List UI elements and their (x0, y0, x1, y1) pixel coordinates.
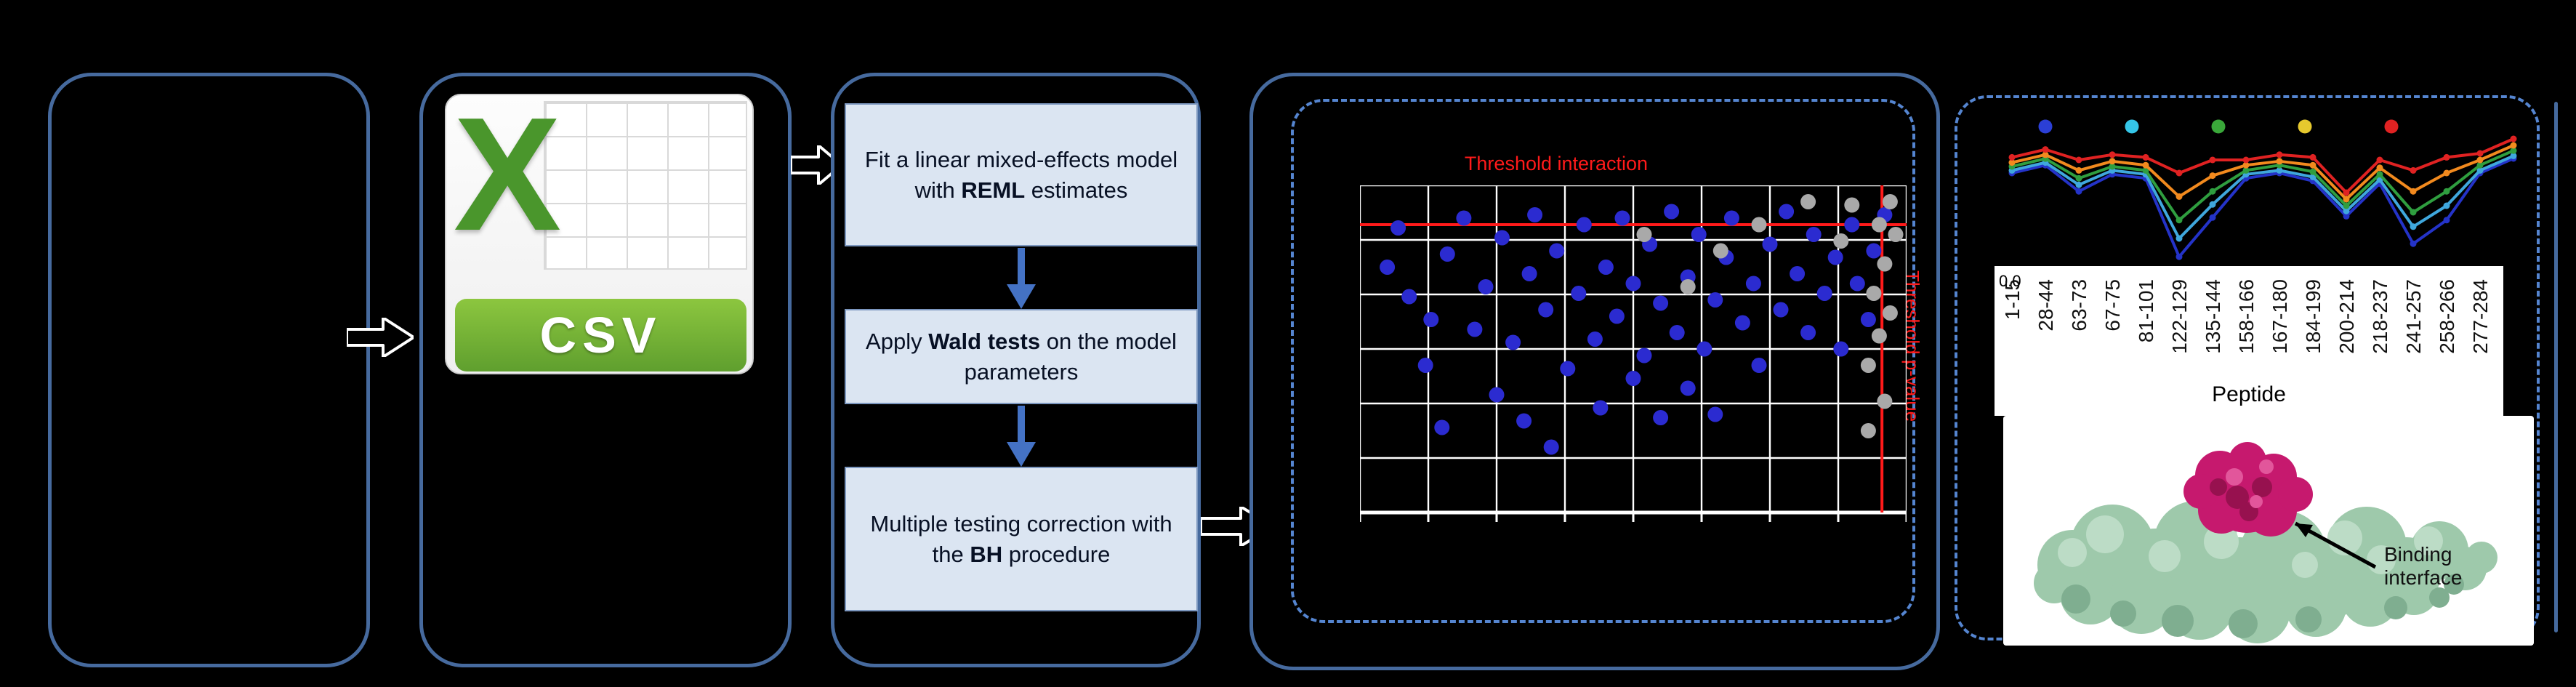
right-block-arrow-2-icon (791, 145, 842, 185)
spreadsheet-grid-icon (544, 101, 747, 270)
peptide-uptake-line-chart: 0.01-15 28-44 63-73 67-75 81-101 122-129 135-1… (1995, 119, 2517, 416)
binding-interface-magenta (2183, 442, 2313, 537)
threshold-interaction-label: Threshold interaction (1464, 153, 1649, 174)
svg-text:122-129: 122-129 (2168, 279, 2191, 354)
svg-text:135-144: 135-144 (2202, 279, 2224, 354)
svg-text:218-237: 218-237 (2369, 279, 2391, 354)
panel-input (48, 73, 370, 667)
volcano-plot-frame (1291, 99, 1915, 623)
svg-text:200-214: 200-214 (2335, 279, 2358, 354)
svg-text:Peptide: Peptide (2212, 382, 2286, 406)
cropped-panel-border (2554, 102, 2558, 632)
flow-step-wald-tests: Apply Wald tests on the model parameters (845, 309, 1198, 404)
csv-file-icon: X CSV (445, 84, 754, 374)
svg-text:258-266: 258-266 (2436, 279, 2458, 354)
panel-statistical-model: Fit a linear mixed-effects model with RE… (831, 73, 1201, 667)
svg-text:63-73: 63-73 (2068, 279, 2090, 332)
svg-text:167-180: 167-180 (2269, 279, 2291, 354)
flow-step-fit-model: Fit a linear mixed-effects model with RE… (845, 103, 1198, 246)
svg-text:81-101: 81-101 (2135, 279, 2157, 342)
svg-text:158-166: 158-166 (2235, 279, 2258, 354)
binding-interface-label-line1: Binding (2384, 543, 2452, 566)
panel-results (1249, 73, 1940, 670)
svg-text:1-15: 1-15 (2001, 279, 2024, 320)
flow-step-bh-correction-label: Multiple testing correction with the BH … (870, 510, 1172, 567)
protein-structure: Binding interface (2003, 416, 2534, 646)
svg-text:67-75: 67-75 (2101, 279, 2124, 332)
down-arrow-1-icon (1007, 248, 1036, 309)
svg-text:277-284: 277-284 (2469, 279, 2492, 354)
panel-csv-file: X CSV (419, 73, 792, 667)
excel-x-icon: X (454, 84, 562, 265)
flow-step-fit-model-label: Fit a linear mixed-effects model with RE… (864, 146, 1178, 203)
right-block-arrow-1-icon (347, 318, 414, 357)
svg-text:184-199: 184-199 (2302, 279, 2325, 354)
svg-text:241-257: 241-257 (2402, 279, 2425, 354)
protein-surface-green (2034, 501, 2497, 643)
flow-step-bh-correction: Multiple testing correction with the BH … (845, 467, 1198, 611)
svg-text:0.0: 0.0 (1999, 272, 2021, 290)
volcano-scatter-plot (1360, 185, 1907, 522)
binding-interface-label-line2: interface (2384, 566, 2462, 589)
csv-banner-label: CSV (455, 299, 746, 371)
binding-interface-arrow-icon (2294, 521, 2377, 569)
down-arrow-2-icon (1007, 406, 1036, 467)
flow-step-wald-tests-label: Apply Wald tests on the model parameters (866, 328, 1177, 385)
svg-text:28-44: 28-44 (2034, 279, 2057, 332)
